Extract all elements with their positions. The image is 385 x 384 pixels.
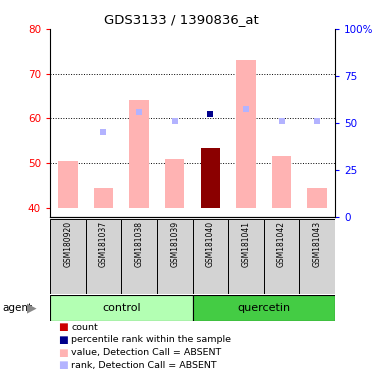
FancyBboxPatch shape (121, 219, 157, 294)
Bar (307, 188, 327, 208)
FancyBboxPatch shape (228, 219, 264, 294)
FancyBboxPatch shape (300, 219, 335, 294)
Text: ▶: ▶ (27, 301, 36, 314)
Text: ■: ■ (58, 348, 67, 358)
Text: ■: ■ (58, 335, 67, 345)
Bar (236, 60, 256, 208)
FancyBboxPatch shape (85, 219, 121, 294)
Text: GSM181041: GSM181041 (241, 221, 250, 267)
Text: ■: ■ (58, 322, 67, 332)
Text: GSM181037: GSM181037 (99, 221, 108, 267)
FancyBboxPatch shape (50, 295, 192, 321)
Text: rank, Detection Call = ABSENT: rank, Detection Call = ABSENT (71, 361, 217, 370)
FancyBboxPatch shape (157, 219, 192, 294)
FancyBboxPatch shape (264, 219, 300, 294)
Text: GSM181040: GSM181040 (206, 221, 215, 267)
FancyBboxPatch shape (192, 295, 335, 321)
Text: ■: ■ (58, 360, 67, 370)
Bar (129, 101, 149, 208)
Bar (58, 161, 78, 208)
Text: GSM181042: GSM181042 (277, 221, 286, 267)
Text: agent: agent (2, 303, 32, 313)
Bar (94, 188, 113, 208)
Text: count: count (71, 323, 98, 332)
Text: percentile rank within the sample: percentile rank within the sample (71, 335, 231, 344)
Text: GSM181039: GSM181039 (170, 221, 179, 267)
FancyBboxPatch shape (50, 219, 85, 294)
Text: control: control (102, 303, 141, 313)
Bar (165, 159, 184, 208)
Text: GSM180920: GSM180920 (64, 221, 72, 267)
Text: GSM181038: GSM181038 (135, 221, 144, 267)
Text: GSM181043: GSM181043 (313, 221, 321, 267)
Bar (201, 147, 220, 208)
Bar (272, 157, 291, 208)
Text: quercetin: quercetin (237, 303, 290, 313)
FancyBboxPatch shape (192, 219, 228, 294)
Text: GDS3133 / 1390836_at: GDS3133 / 1390836_at (104, 13, 258, 26)
Text: value, Detection Call = ABSENT: value, Detection Call = ABSENT (71, 348, 221, 357)
